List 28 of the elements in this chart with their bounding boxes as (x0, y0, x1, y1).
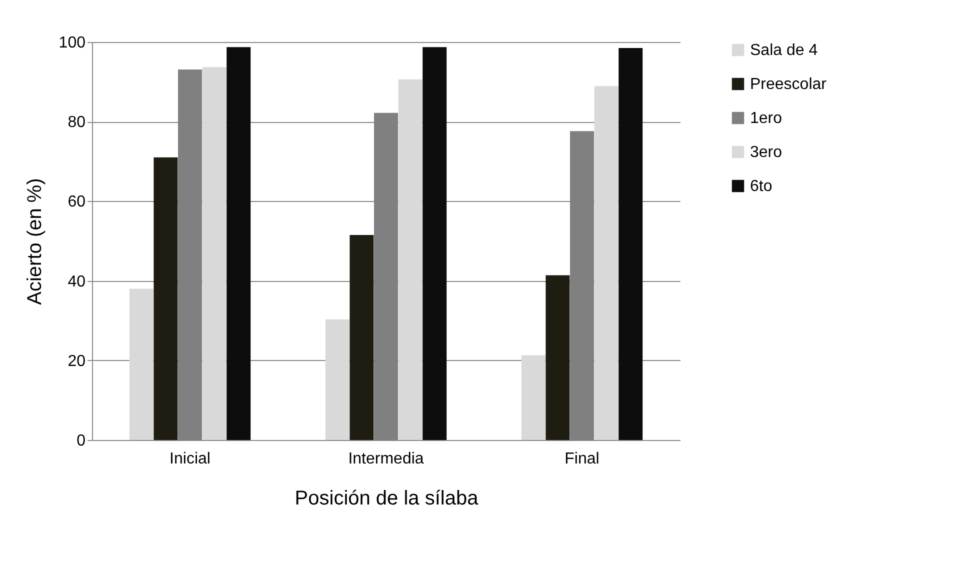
y-tick-label: 0 (76, 432, 86, 450)
y-tick-label: 80 (68, 114, 86, 132)
bar (422, 47, 447, 440)
bar (398, 79, 422, 440)
bar (129, 288, 154, 440)
bar (618, 48, 643, 440)
y-tick-label: 40 (68, 273, 86, 290)
x-axis-title: Posición de la sílaba (294, 488, 480, 510)
bar (350, 235, 374, 440)
legend-label: 3ero (750, 144, 782, 161)
bar (202, 67, 226, 440)
y-tick-label: 100 (58, 34, 86, 52)
y-axis-title: Acierto (en %) (24, 178, 46, 305)
bar (521, 355, 546, 440)
bar (154, 157, 178, 440)
bar (325, 319, 350, 440)
y-tick-label: 60 (68, 194, 86, 211)
legend-label: 6to (750, 178, 772, 195)
legend-label: Sala de 4 (750, 42, 818, 59)
y-tick-label: 20 (68, 352, 86, 370)
x-tick-label: Final (564, 450, 600, 468)
bar (546, 275, 570, 440)
x-tick-label: Inicial (170, 450, 210, 468)
bar (594, 86, 618, 440)
bar (226, 47, 251, 440)
legend-label: Preescolar (750, 76, 828, 93)
x-tick-label: Intermedia (348, 450, 424, 468)
legend-label: 1ero (750, 110, 782, 127)
